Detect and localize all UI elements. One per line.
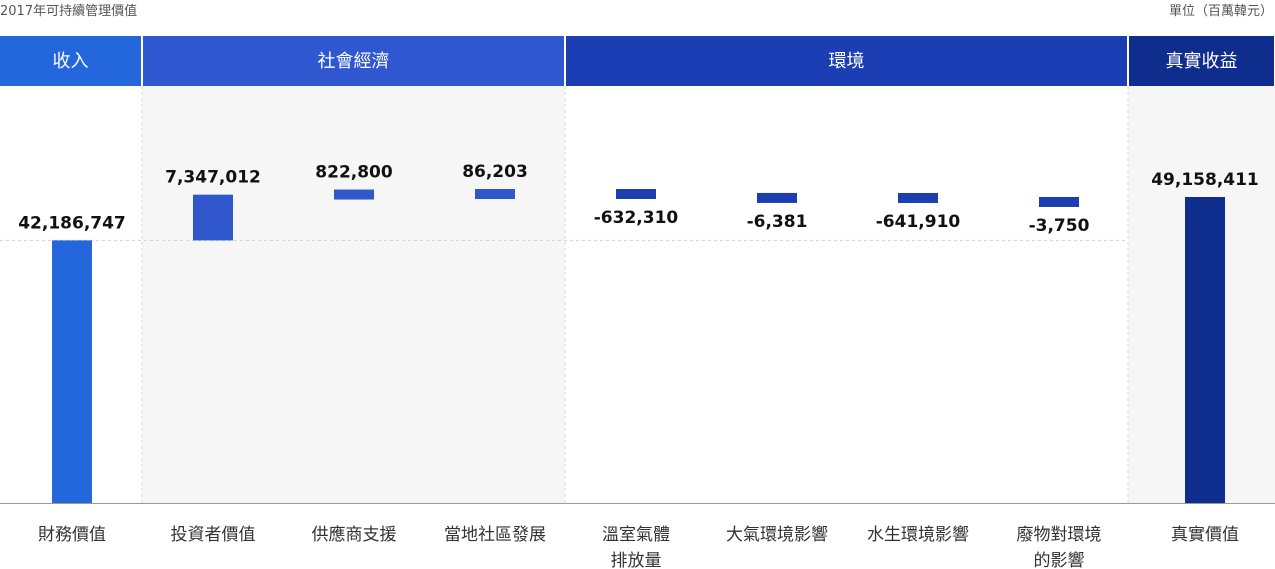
category-label: 廢物對環境 xyxy=(1017,525,1102,545)
unit-label: 單位（百萬韓元） xyxy=(1168,4,1273,19)
bar xyxy=(757,192,797,203)
category-label: 大氣環境影響 xyxy=(726,525,828,545)
value-label: -6,381 xyxy=(747,212,808,232)
panel-bg xyxy=(142,86,565,503)
bar xyxy=(475,189,515,200)
category-label: 的影響 xyxy=(1034,551,1085,569)
bar xyxy=(193,194,233,241)
group-header xyxy=(143,36,564,86)
group-header-label: 環境 xyxy=(829,51,865,72)
chart-title: 2017年可持續管理價值 xyxy=(0,4,138,19)
category-label: 溫室氣體 xyxy=(602,525,670,545)
category-label: 當地社區發展 xyxy=(444,525,546,545)
bar xyxy=(1039,196,1079,207)
bar xyxy=(334,189,374,200)
value-label: -632,310 xyxy=(594,208,679,228)
value-label: -3,750 xyxy=(1029,216,1090,236)
group-header xyxy=(0,36,141,86)
value-label: 42,186,747 xyxy=(18,213,126,233)
group-header-label: 社會經濟 xyxy=(318,51,390,72)
value-label: 822,800 xyxy=(315,163,393,183)
value-label: 7,347,012 xyxy=(165,168,261,188)
bar xyxy=(1185,197,1225,503)
bar xyxy=(52,240,92,503)
value-label: -641,910 xyxy=(876,212,961,232)
category-label: 供應商支援 xyxy=(312,524,397,545)
value-label: 86,203 xyxy=(462,162,528,182)
bar xyxy=(898,192,938,203)
bar xyxy=(616,189,656,200)
group-header-label: 收入 xyxy=(53,51,89,72)
category-label: 財務價值 xyxy=(38,525,106,545)
category-label: 真實價值 xyxy=(1171,525,1239,545)
category-label: 投資者價值 xyxy=(171,525,256,545)
panel-bg xyxy=(565,86,1128,503)
category-label: 水生環境影響 xyxy=(867,525,969,545)
group-header xyxy=(1129,36,1274,86)
group-header-label: 真實收益 xyxy=(1166,51,1238,72)
value-label: 49,158,411 xyxy=(1151,170,1259,190)
category-label: 排放量 xyxy=(611,551,662,569)
group-header xyxy=(566,36,1127,86)
